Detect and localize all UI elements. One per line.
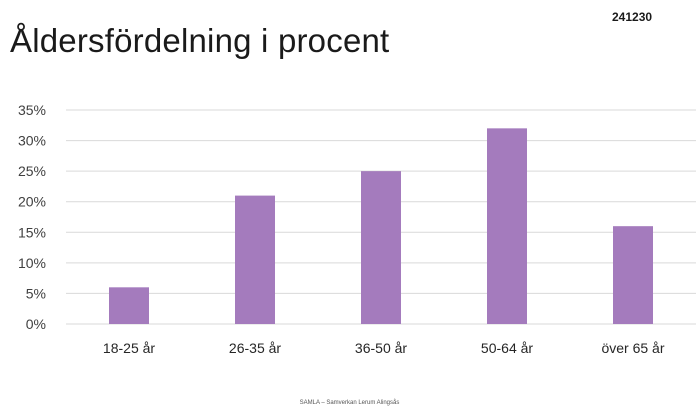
y-tick-label: 5%: [26, 285, 46, 301]
bar: [613, 226, 653, 324]
y-tick-label: 30%: [18, 133, 46, 149]
chart-bars: [109, 128, 653, 324]
bar: [235, 195, 275, 324]
bar: [361, 171, 401, 324]
bar: [109, 287, 149, 324]
y-tick-label: 0%: [26, 316, 46, 332]
x-tick-label: 36-50 år: [355, 340, 407, 356]
x-tick-label: 50-64 år: [481, 340, 533, 356]
y-tick-label: 10%: [18, 255, 46, 271]
x-tick-label: 26-35 år: [229, 340, 281, 356]
y-axis-tick-labels: 0% 5% 10% 15% 20% 25% 30% 35%: [18, 102, 46, 332]
x-axis-tick-labels: 18-25 år 26-35 år 36-50 år 50-64 år över 65 …: [103, 340, 665, 356]
y-tick-label: 35%: [18, 102, 46, 118]
y-tick-label: 15%: [18, 224, 46, 240]
bar: [487, 128, 527, 324]
y-tick-label: 20%: [18, 194, 46, 210]
slide-title: Åldersfördelning i procent: [10, 22, 390, 59]
x-tick-label: över 65 år: [601, 340, 664, 356]
x-tick-label: 18-25 år: [103, 340, 155, 356]
slide-date: 241230: [612, 10, 653, 24]
slide-footer: SAMLA – Samverkan Lerum Alingsås: [299, 400, 400, 406]
y-tick-label: 25%: [18, 163, 46, 179]
